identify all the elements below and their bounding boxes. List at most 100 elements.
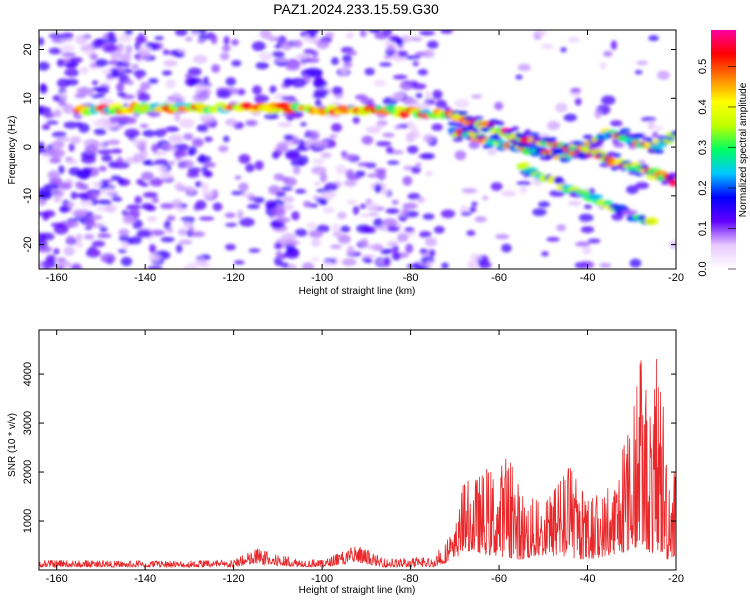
heatmap-noise-cell	[88, 214, 103, 221]
heatmap-noise-cell	[39, 106, 52, 116]
heatmap-noise-cell	[574, 97, 582, 106]
heatmap-noise-cell	[75, 121, 83, 128]
heatmap-noise-cell	[68, 166, 81, 176]
snr-x-tick-label: -160	[46, 573, 68, 585]
heatmap-noise-cell	[570, 88, 582, 93]
heatmap-noise-cell	[310, 237, 321, 248]
heatmap-noise-cell	[410, 166, 421, 174]
heatmap-noise-cell	[201, 190, 215, 198]
heatmap-noise-cell	[222, 44, 231, 52]
heatmap-noise-cell	[186, 171, 200, 178]
heatmap-noise-cell	[176, 207, 187, 213]
heatmap-noise-cell	[610, 120, 623, 127]
heatmap-noise-cell	[340, 66, 348, 76]
heatmap-noise-cell	[231, 38, 239, 46]
heatmap-noise-cell	[357, 162, 372, 167]
heatmap-noise-cell	[405, 55, 421, 60]
heatmap-noise-cell	[174, 30, 188, 37]
heatmap-noise-cell	[192, 54, 208, 64]
heatmap-noise-cell	[148, 253, 162, 262]
heatmap-noise-cell	[396, 37, 404, 47]
heatmap-noise-cell	[282, 196, 295, 203]
heatmap-noise-cell	[68, 220, 79, 228]
snr-x-tick-label: -120	[223, 573, 245, 585]
heatmap-noise-cell	[346, 245, 355, 256]
heatmap-noise-cell	[468, 140, 480, 149]
heatmap-noise-cell	[652, 131, 659, 139]
heatmap-noise-cell	[359, 30, 367, 38]
heatmap-noise-cell	[132, 153, 145, 163]
heatmap-noise-cell	[135, 35, 148, 44]
heatmap-noise-cell	[75, 233, 83, 242]
heatmap-noise-cell	[100, 69, 111, 74]
snr-x-tick-label: -100	[311, 573, 333, 585]
heatmap-noise-cell	[269, 85, 277, 94]
colorbar-tick-label: 0.0	[697, 261, 709, 276]
heatmap-noise-cell	[154, 158, 169, 166]
heatmap-noise-cell	[52, 189, 65, 198]
heatmap-ridge-halo	[472, 115, 484, 121]
heatmap-noise-cell	[468, 206, 477, 213]
heatmap-noise-cell	[254, 160, 264, 171]
heatmap-noise-cell	[168, 134, 184, 143]
heatmap-noise-cell	[281, 41, 293, 51]
heatmap-noise-cell	[376, 122, 385, 129]
heatmap-noise-cell	[320, 152, 332, 159]
heatmap-noise-cell	[118, 248, 127, 254]
heatmap-noise-cell	[281, 233, 297, 242]
heatmap-noise-cell	[83, 233, 95, 240]
heatmap-noise-cell	[383, 256, 391, 266]
heatmap-noise-cell	[89, 53, 98, 61]
heatmap-noise-cell	[60, 91, 67, 100]
heatmap-ridge-cell	[580, 145, 589, 152]
heatmap-noise-cell	[108, 115, 124, 123]
heatmap-noise-cell	[494, 101, 504, 111]
heatmap-noise-cell	[374, 31, 390, 40]
heatmap-noise-cell	[53, 196, 62, 203]
heatmap-noise-cell	[225, 77, 237, 86]
heatmap-ridge-halo	[473, 129, 480, 135]
heatmap-noise-cell	[124, 30, 133, 36]
heatmap-noise-cell	[329, 134, 338, 139]
heatmap-noise-cell	[555, 102, 568, 113]
heatmap-noise-cell	[300, 122, 307, 127]
heatmap-noise-cell	[218, 145, 229, 153]
heatmap-noise-cell	[223, 135, 230, 143]
heatmap-noise-cell	[59, 206, 69, 213]
heatmap-noise-cell	[210, 34, 218, 45]
snr-x-axis: -160 -140 -120 -100 -80 -60 -40 -20	[46, 330, 684, 585]
heatmap-noise-cell	[368, 212, 379, 217]
heatmap-noise-cell	[376, 225, 386, 230]
heatmap-noise-cell	[174, 111, 181, 122]
heatmap-noise-cell	[53, 108, 62, 118]
heatmap-noise-cell	[219, 52, 230, 61]
heatmap-noise-cell	[247, 203, 260, 210]
heatmap-noise-cell	[84, 144, 99, 155]
heatmap-noise-cell	[39, 232, 47, 242]
heatmap-noise-cell	[308, 230, 324, 238]
heatmap-noise-cell	[223, 35, 230, 46]
heatmap-noise-cell	[147, 215, 157, 223]
heatmap-noise-cell	[341, 258, 357, 266]
snr-frame	[38, 329, 677, 571]
heatmap-noise-cell	[89, 248, 100, 257]
heatmap-noise-cell	[303, 200, 312, 208]
heatmap-noise-cell	[111, 196, 123, 202]
heatmap-noise-cell	[352, 115, 360, 125]
heatmap-noise-cell	[236, 88, 246, 96]
snr-y-tick-label: 4000	[22, 362, 34, 386]
heatmap-noise-cell	[331, 86, 343, 95]
heatmap-noise-cell	[64, 68, 80, 77]
heatmap-ridge-cell	[553, 176, 564, 185]
snr-x-tick-label: -40	[580, 573, 596, 585]
heatmap-noise-cell	[137, 92, 151, 103]
heatmap-noise-cell	[39, 61, 50, 71]
heatmap-noise-cell	[470, 253, 482, 260]
heatmap-noise-cell	[364, 258, 373, 264]
heatmap-noise-cell	[117, 67, 125, 73]
heatmap-noise-cell	[316, 40, 330, 50]
heatmap-noise-cell	[136, 230, 152, 238]
heatmap-noise-cell	[98, 165, 107, 172]
heatmap-noise-cell	[41, 124, 51, 130]
heatmap-noise-cell	[166, 227, 174, 234]
